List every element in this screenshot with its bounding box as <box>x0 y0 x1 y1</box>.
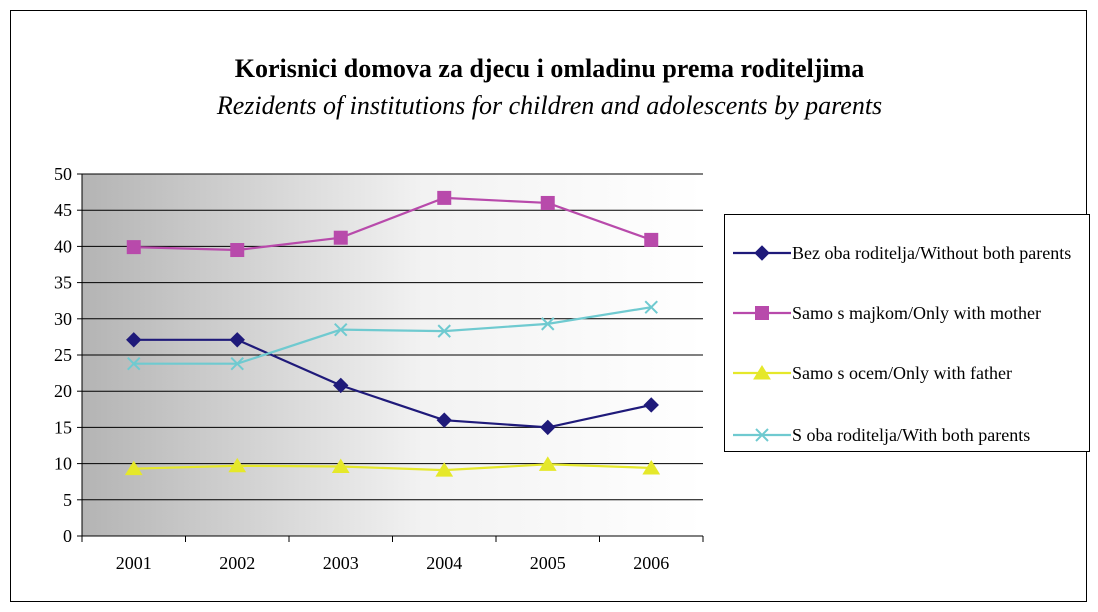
legend-item: Bez oba roditelja/Without both parents <box>725 241 1089 293</box>
data-point <box>228 457 247 473</box>
y-tick-label: 45 <box>54 200 72 220</box>
data-point <box>331 458 350 473</box>
marker-stroke <box>541 317 555 331</box>
marker-stroke <box>230 356 244 371</box>
y-tick-label: 35 <box>54 273 72 293</box>
legend-label: S oba roditelja/With both parents <box>792 425 1031 445</box>
data-point <box>229 332 245 348</box>
legend: Bez oba roditelja/Without both parents Sa… <box>724 214 1090 452</box>
x-tick-label: 2004 <box>426 553 462 573</box>
marker-stroke <box>755 428 769 442</box>
legend-marker <box>733 428 791 442</box>
y-tick-label: 40 <box>54 236 72 256</box>
y-tick-label: 10 <box>54 454 72 474</box>
y-tick-label: 25 <box>54 345 72 365</box>
data-point <box>541 317 555 331</box>
data-point <box>126 332 142 348</box>
legend-marker <box>733 306 791 320</box>
data-point <box>333 230 348 245</box>
data-point <box>643 397 659 413</box>
data-point <box>124 460 143 476</box>
data-point <box>333 377 349 394</box>
legend-marker <box>733 365 791 380</box>
series-line <box>133 463 652 472</box>
marker-stroke <box>644 300 658 314</box>
series-line <box>133 306 652 365</box>
series-2 <box>124 456 661 477</box>
marker-stroke <box>437 324 451 338</box>
chart-subtitle: Rezidents of institutions for children a… <box>216 91 883 120</box>
data-point <box>642 459 661 475</box>
x-tick-label: 2003 <box>323 553 359 573</box>
legend-item: S oba roditelja/With both parents <box>725 407 1089 459</box>
data-point <box>538 456 557 471</box>
data-point <box>230 356 244 371</box>
legend-symbol <box>755 428 769 442</box>
x-tick-label: 2001 <box>116 553 152 573</box>
marker-stroke <box>127 356 141 371</box>
x-tick-label: 2005 <box>530 553 566 573</box>
y-tick-label: 0 <box>63 526 72 546</box>
data-point <box>126 240 141 255</box>
data-point <box>644 232 659 247</box>
y-tick-label: 20 <box>54 381 72 401</box>
legend-symbol <box>753 365 771 380</box>
legend-symbol <box>754 245 770 261</box>
y-tick-label: 50 <box>54 164 72 184</box>
series-1 <box>126 190 659 258</box>
data-point <box>334 322 348 337</box>
x-tick-label: 2002 <box>219 553 255 573</box>
series-line <box>133 338 652 429</box>
data-point <box>437 324 451 338</box>
data-point <box>644 300 658 314</box>
grid-lines <box>82 173 703 501</box>
data-series <box>124 190 661 477</box>
data-point <box>435 462 454 477</box>
y-tick-label: 30 <box>54 309 72 329</box>
y-tick-label: 15 <box>54 417 72 437</box>
axes: 0 5 10 15 20 25 30 35 40 45 50 2001 2002 2003 2004 2005… <box>54 164 704 573</box>
data-point <box>437 190 452 205</box>
legend-label: Samo s majkom/Only with mother <box>792 303 1041 323</box>
legend-label: Bez oba roditelja/Without both parents <box>792 243 1072 263</box>
data-point <box>230 243 245 258</box>
data-point <box>436 412 452 428</box>
legend-marker <box>733 245 791 261</box>
series-3 <box>127 300 658 371</box>
legend-symbol <box>755 306 769 320</box>
legend-item: Samo s majkom/Only with mother <box>725 301 1089 353</box>
data-point <box>127 356 141 371</box>
data-point <box>540 195 555 210</box>
legend-label: Samo s ocem/Only with father <box>792 363 1012 383</box>
data-point <box>540 419 556 436</box>
legend-item: Samo s ocem/Only with father <box>725 361 1089 413</box>
series-0 <box>126 332 659 436</box>
y-tick-label: 5 <box>63 490 72 510</box>
x-tick-label: 2006 <box>633 553 669 573</box>
chart-title: Korisnici domova za djecu i omladinu pre… <box>234 54 865 83</box>
series-line <box>133 196 652 252</box>
marker-stroke <box>334 322 348 337</box>
